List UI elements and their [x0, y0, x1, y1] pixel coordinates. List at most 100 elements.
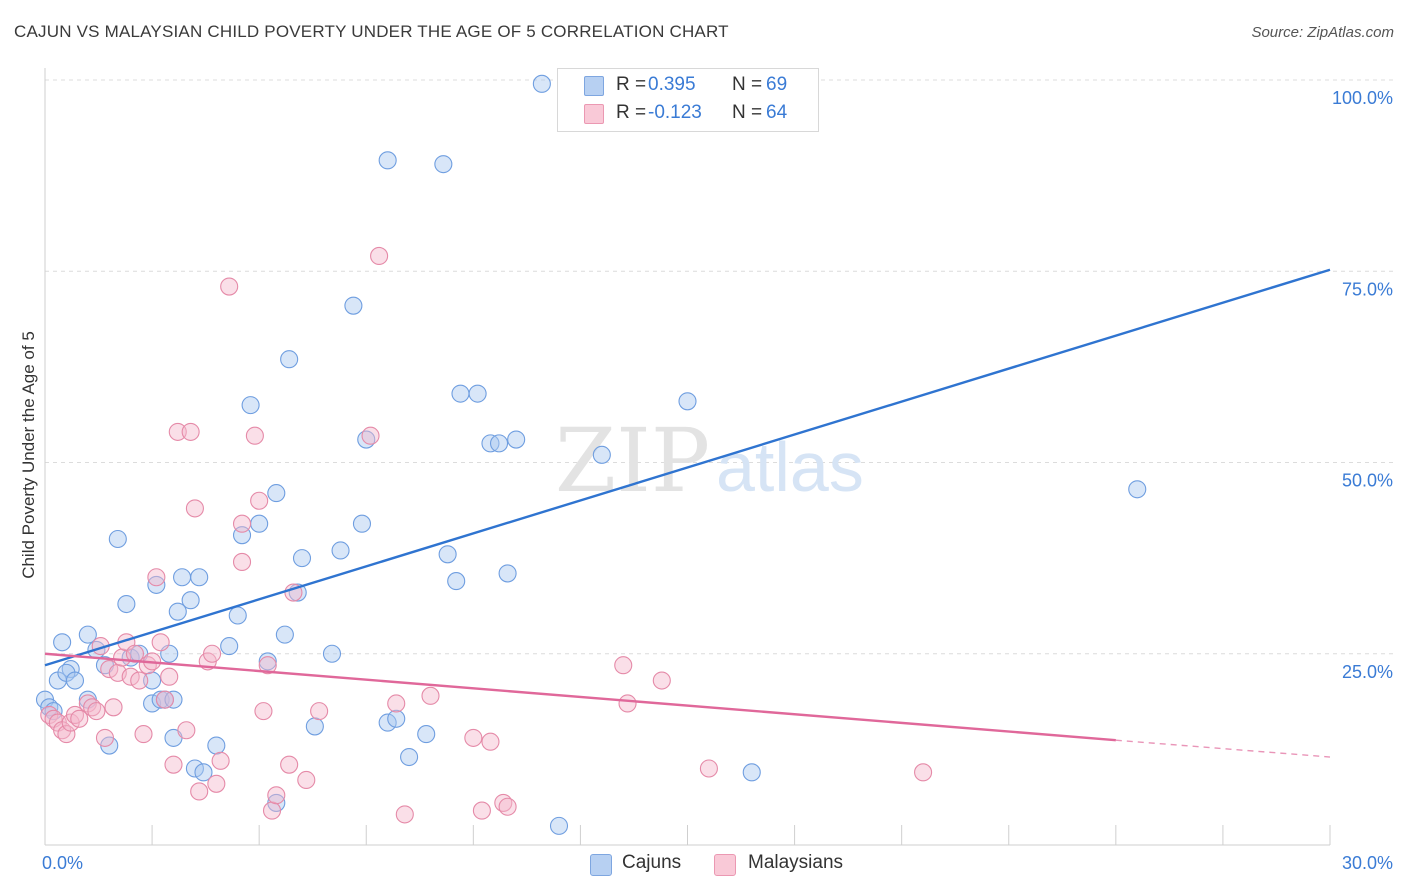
legend-swatch-malaysians — [584, 104, 604, 124]
malaysian-point — [498, 797, 517, 816]
cajun-trend-line — [44, 268, 1331, 667]
malaysian-point — [185, 499, 204, 518]
x-tick-label-min: 0.0% — [42, 853, 83, 873]
malaysian-point — [104, 698, 123, 717]
y-tick-label: 25.0% — [1342, 662, 1393, 682]
malaysian-point — [262, 801, 282, 820]
cajun-point — [220, 637, 239, 656]
legend-r-value-cajuns: 0.395 — [648, 74, 696, 95]
cajun-point — [742, 763, 761, 782]
malaysian-point — [134, 725, 153, 744]
malaysian-point — [254, 702, 273, 721]
cajun-point — [507, 430, 526, 449]
malaysian-point — [168, 422, 187, 441]
cajun-point — [451, 384, 470, 403]
x-tick-label-max: 30.0% — [1342, 853, 1393, 873]
malaysian-point — [914, 763, 933, 782]
cajun-point — [168, 602, 187, 621]
malaysian-point — [211, 751, 230, 770]
malaysian-point — [151, 633, 170, 652]
malaysian-point — [164, 755, 183, 774]
cajun-point — [378, 713, 397, 732]
malaysian-point — [652, 671, 671, 690]
malaysian-point — [121, 667, 140, 686]
malaysian-point — [464, 728, 483, 747]
cajun-point — [292, 549, 312, 568]
malaysian-point — [155, 690, 174, 709]
cajun-point — [147, 575, 166, 594]
cajun-point — [117, 594, 136, 614]
watermark-zip: ZIP — [555, 409, 710, 512]
cajun-point — [468, 384, 487, 403]
cajun-point — [592, 445, 611, 464]
malaysian-point — [57, 725, 76, 744]
malaysian-point — [472, 801, 491, 820]
axes — [44, 68, 1331, 846]
malaysian-point — [387, 694, 406, 713]
malaysian-point — [297, 770, 316, 790]
cajun-point — [267, 484, 286, 503]
cajun-point — [305, 717, 324, 736]
cajun-point — [194, 763, 213, 782]
cajun-point — [352, 514, 372, 533]
stats-legend: R = 0.395 N = 69 R = -0.123 N = 64 — [557, 68, 819, 132]
cajun-point — [258, 652, 277, 671]
malaysian-point — [181, 422, 200, 441]
malaysian-point — [395, 805, 414, 824]
malaysian-point — [70, 709, 89, 728]
y-tick-label: 100.0% — [1332, 88, 1393, 108]
cajun-point — [65, 671, 85, 690]
series-swatch-cajuns — [590, 854, 612, 876]
malaysian-point — [100, 659, 119, 679]
legend-r-value-malaysians: -0.123 — [648, 102, 702, 123]
cajun-point — [331, 541, 350, 560]
y-tick-labels: 25.0% 50.0% 75.0% 100.0% — [1332, 88, 1393, 682]
series-label-malaysians: Malaysians — [748, 852, 844, 873]
legend-swatch-cajuns — [584, 76, 604, 96]
malaysian-point — [232, 514, 252, 533]
malaysian-point — [95, 728, 115, 747]
malaysian-point — [614, 656, 633, 675]
source-credit: Source: ZipAtlas.com — [1251, 24, 1394, 41]
malaysian-point — [310, 702, 329, 721]
cajun-point — [1128, 480, 1147, 499]
cajun-point — [53, 633, 72, 652]
chart-title: CAJUN VS MALAYSIAN CHILD POVERTY UNDER T… — [14, 22, 729, 41]
cajun-point — [228, 606, 247, 625]
cajun-point — [434, 155, 453, 174]
cajun-point — [181, 591, 200, 610]
cajun-point — [378, 151, 397, 170]
malaysian-point — [250, 491, 269, 510]
malaysian-trend-extension — [1115, 739, 1331, 758]
malaysian-point — [361, 426, 380, 445]
malaysian-point — [267, 786, 286, 805]
legend-n-label: N = — [732, 102, 763, 123]
watermark: ZIP atlas — [555, 409, 864, 512]
cajun-point — [275, 625, 294, 644]
x-tick-labels: 0.0% 30.0% — [42, 853, 1393, 873]
cajun-point — [108, 529, 127, 549]
cajun-point — [417, 725, 436, 744]
cajun-point — [678, 392, 697, 411]
cajun-point — [447, 572, 466, 591]
cajun-point — [344, 296, 363, 315]
y-tick-label: 50.0% — [1342, 471, 1393, 491]
legend-n-value-malaysians: 64 — [766, 102, 788, 123]
malaysian-point — [220, 277, 239, 296]
y-tick-label: 75.0% — [1342, 279, 1393, 299]
cajun-point — [280, 350, 299, 369]
cajun-point — [241, 396, 260, 415]
malaysian-point — [481, 732, 500, 751]
malaysian-point — [177, 721, 196, 740]
legend-n-value-cajuns: 69 — [766, 74, 788, 95]
series-label-cajuns: Cajuns — [622, 852, 682, 873]
malaysian-point — [258, 656, 277, 675]
malaysian-point — [87, 702, 106, 721]
malaysian-point — [232, 552, 252, 572]
cajun-point — [250, 514, 269, 533]
malaysian-point — [421, 686, 440, 705]
cajun-point — [387, 709, 406, 728]
cajun-point — [400, 747, 419, 767]
cajun-point — [78, 625, 97, 644]
malaysian-point — [618, 694, 637, 713]
